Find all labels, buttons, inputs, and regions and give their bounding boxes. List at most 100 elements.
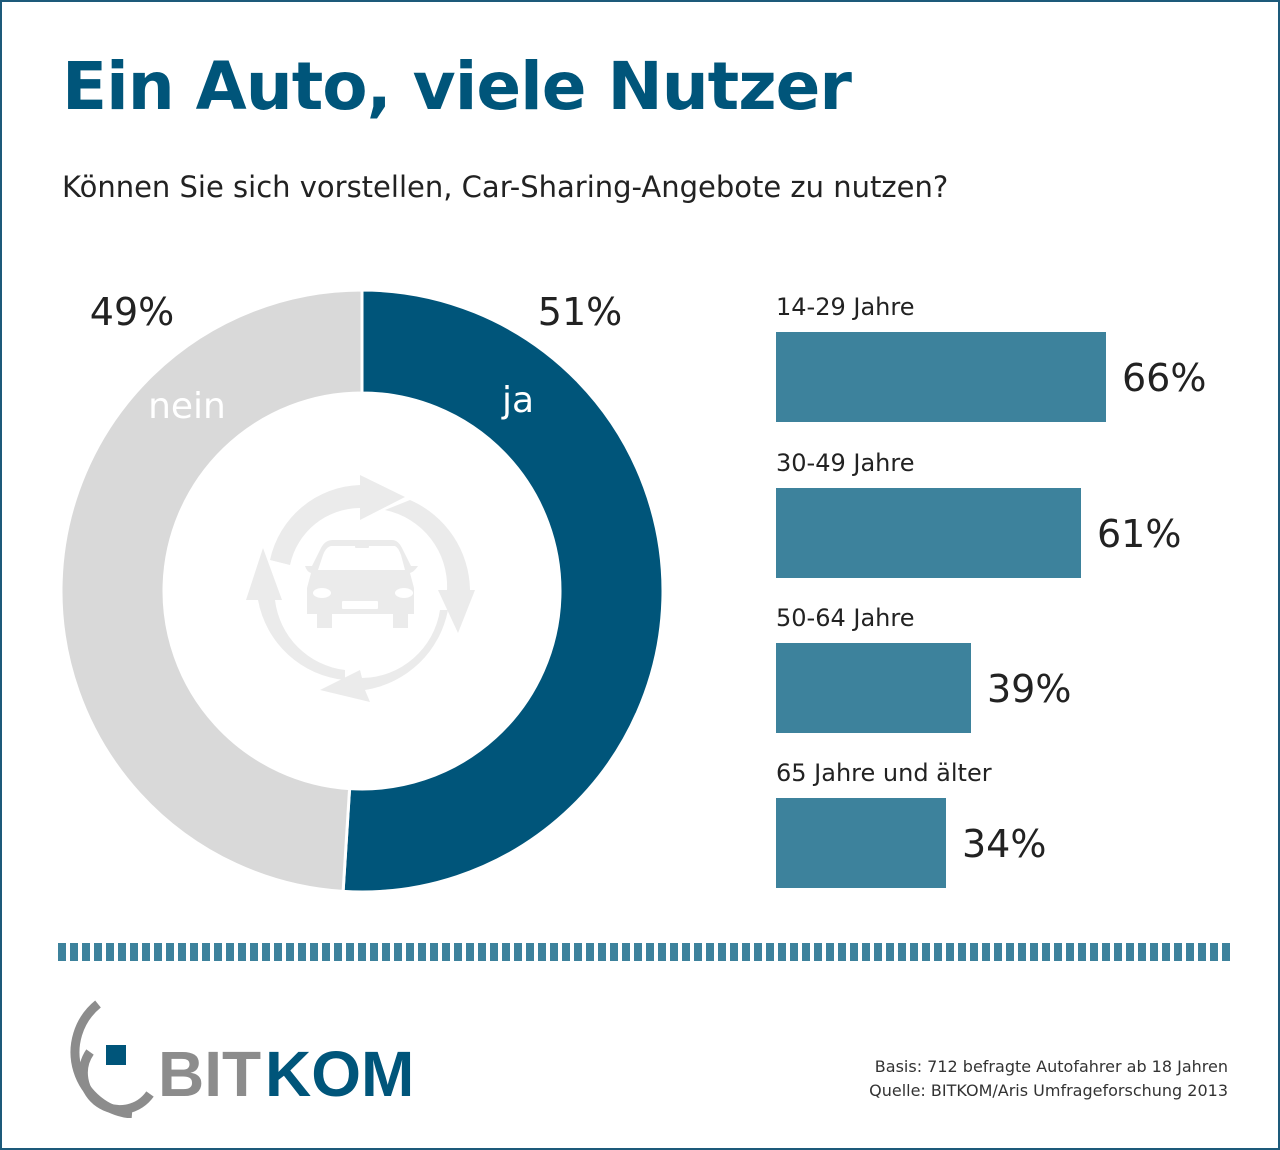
divider-dash — [166, 943, 174, 961]
divider-dash — [502, 943, 510, 961]
divider-dash — [346, 943, 354, 961]
divider-dash — [562, 943, 570, 961]
bar-0 — [776, 332, 1106, 422]
divider-dash — [610, 943, 618, 961]
bar-value-label: 39% — [987, 667, 1071, 711]
divider-dash — [226, 943, 234, 961]
bar-1 — [776, 488, 1081, 578]
divider-dash — [994, 943, 1002, 961]
bar-3 — [776, 798, 946, 888]
divider-dash — [826, 943, 834, 961]
divider-dash — [670, 943, 678, 961]
donut-value-label: 51% — [538, 290, 622, 334]
divider-dash — [274, 943, 282, 961]
divider-dash — [946, 943, 954, 961]
divider-dash — [514, 943, 522, 961]
divider-dash — [694, 943, 702, 961]
divider-dash — [1114, 943, 1122, 961]
divider-dash — [130, 943, 138, 961]
divider-dash — [418, 943, 426, 961]
divider-dash — [922, 943, 930, 961]
divider-dash — [910, 943, 918, 961]
divider-dash — [706, 943, 714, 961]
donut-category-label: ja — [501, 380, 534, 421]
bar-value-label: 66% — [1122, 356, 1206, 400]
divider-dash — [982, 943, 990, 961]
divider-dash — [58, 943, 66, 961]
donut-value-label: 49% — [90, 290, 174, 334]
divider-dash — [1150, 943, 1158, 961]
bar-2 — [776, 643, 971, 733]
divider-dash — [574, 943, 582, 961]
footer-basis: Basis: 712 befragte Autofahrer ab 18 Jah… — [874, 1057, 1228, 1076]
divider-dash — [850, 943, 858, 961]
divider-dash — [262, 943, 270, 961]
bar-value-label: 61% — [1097, 512, 1181, 556]
logo-text-kom: KOM — [265, 1038, 414, 1110]
divider-dash — [658, 943, 666, 961]
divider-dash — [322, 943, 330, 961]
dashed-divider — [58, 943, 1230, 961]
divider-dash — [154, 943, 162, 961]
divider-dash — [526, 943, 534, 961]
divider-dash — [1042, 943, 1050, 961]
divider-dash — [766, 943, 774, 961]
divider-dash — [238, 943, 246, 961]
divider-dash — [106, 943, 114, 961]
bar-chart: 14-29 Jahre 66% 30-49 Jahre 61% 50-64 Jahre 3… — [776, 293, 1206, 888]
divider-dash — [1066, 943, 1074, 961]
donut-slice-nein — [59, 288, 364, 893]
divider-dash — [550, 943, 558, 961]
divider-dash — [190, 943, 198, 961]
divider-dash — [754, 943, 762, 961]
divider-dash — [646, 943, 654, 961]
bar-category-label: 14-29 Jahre — [776, 293, 914, 321]
divider-dash — [250, 943, 258, 961]
divider-dash — [1222, 943, 1230, 961]
divider-dash — [1210, 943, 1218, 961]
divider-dash — [742, 943, 750, 961]
divider-dash — [934, 943, 942, 961]
car-sharing-cycle-icon — [246, 475, 475, 702]
divider-dash — [490, 943, 498, 961]
footer-quelle: Quelle: BITKOM/Aris Umfrageforschung 201… — [869, 1081, 1228, 1100]
divider-dash — [1090, 943, 1098, 961]
divider-dash — [466, 943, 474, 961]
divider-dash — [790, 943, 798, 961]
donut-chart: 51% ja 49% nein — [59, 288, 665, 894]
divider-dash — [838, 943, 846, 961]
divider-dash — [334, 943, 342, 961]
divider-dash — [142, 943, 150, 961]
divider-dash — [778, 943, 786, 961]
divider-dash — [970, 943, 978, 961]
donut-slice-ja — [341, 288, 665, 894]
divider-dash — [802, 943, 810, 961]
divider-dash — [1198, 943, 1206, 961]
divider-dash — [1054, 943, 1062, 961]
divider-dash — [1186, 943, 1194, 961]
divider-dash — [478, 943, 486, 961]
divider-dash — [886, 943, 894, 961]
divider-dash — [682, 943, 690, 961]
divider-dash — [1102, 943, 1110, 961]
divider-dash — [214, 943, 222, 961]
divider-dash — [730, 943, 738, 961]
bar-value-label: 34% — [962, 822, 1046, 866]
donut-category-label: nein — [148, 386, 226, 427]
bar-category-label: 50-64 Jahre — [776, 604, 914, 632]
bar-category-label: 65 Jahre und älter — [776, 759, 992, 787]
footer-source: Basis: 712 befragte Autofahrer ab 18 Jah… — [869, 1055, 1228, 1103]
divider-dash — [286, 943, 294, 961]
divider-dash — [382, 943, 390, 961]
divider-dash — [898, 943, 906, 961]
logo-text-bit: BIT — [158, 1038, 261, 1110]
divider-dash — [1078, 943, 1086, 961]
divider-dash — [1018, 943, 1026, 961]
divider-dash — [202, 943, 210, 961]
divider-dash — [442, 943, 450, 961]
page-title: Ein Auto, viele Nutzer — [62, 48, 852, 125]
bar-category-label: 30-49 Jahre — [776, 449, 914, 477]
divider-dash — [1174, 943, 1182, 961]
